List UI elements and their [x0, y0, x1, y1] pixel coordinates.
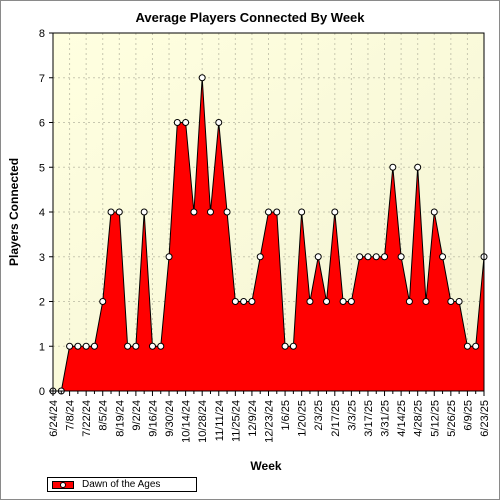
data-point [364, 253, 372, 261]
y-axis-ticks: 0 1 2 3 4 5 6 7 8 [39, 28, 53, 398]
data-point [439, 253, 447, 261]
y-tick-label: 0 [39, 386, 45, 398]
x-tick-label: 1/20/25 [297, 400, 309, 437]
data-point [157, 342, 165, 350]
data-point [356, 253, 364, 261]
data-point [463, 342, 471, 350]
y-tick-label: 5 [39, 162, 45, 174]
y-tick-label: 2 [39, 297, 45, 309]
x-tick-label: 9/2/24 [131, 400, 143, 431]
data-point [405, 298, 413, 305]
x-tick-label: 9/16/24 [147, 400, 159, 437]
data-point [265, 208, 272, 216]
x-tick-label: 6/9/25 [462, 400, 474, 431]
x-tick-label: 11/25/24 [230, 400, 242, 442]
data-point [381, 253, 389, 261]
x-tick-label: 8/5/24 [98, 400, 110, 431]
data-point [90, 342, 98, 350]
legend: Dawn of the Ages [47, 477, 197, 492]
x-tick-label: 6/23/25 [479, 400, 491, 437]
data-point [323, 298, 331, 305]
data-point [82, 342, 90, 350]
data-point [422, 298, 430, 305]
y-tick-label: 1 [39, 341, 45, 353]
data-point [190, 208, 198, 216]
data-point [182, 119, 190, 126]
data-point [248, 298, 256, 305]
data-point [447, 298, 455, 305]
data-point [430, 208, 438, 216]
data-point [281, 342, 289, 350]
data-point [231, 298, 239, 305]
data-point [397, 253, 405, 261]
x-tick-label: 7/22/24 [81, 400, 93, 437]
y-tick-label: 8 [39, 28, 45, 40]
y-tick-label: 3 [39, 252, 45, 264]
x-tick-label: 4/28/25 [413, 400, 425, 437]
legend-marker-icon [60, 482, 66, 488]
x-tick-label: 5/12/25 [429, 400, 441, 437]
data-point [339, 298, 347, 305]
data-point [223, 208, 231, 216]
data-point [148, 342, 156, 350]
legend-label: Dawn of the Ages [82, 479, 161, 490]
data-point [74, 342, 82, 350]
data-point [115, 208, 123, 216]
x-axis-ticks: 6/24/24 7/8/24 7/22/24 8/5/24 8/19/24 9/2/24 9… [48, 391, 491, 443]
data-point [273, 208, 281, 216]
data-point [66, 342, 74, 350]
x-tick-label: 12/23/24 [264, 400, 276, 443]
data-point [306, 298, 314, 305]
data-point [198, 74, 206, 82]
x-tick-label: 7/8/24 [65, 400, 77, 431]
data-point [256, 253, 264, 261]
data-point [472, 342, 480, 350]
data-point [124, 342, 132, 350]
data-point [389, 163, 397, 171]
data-point [107, 208, 115, 216]
x-tick-label: 2/17/25 [330, 400, 342, 437]
x-tick-label: 3/3/25 [346, 400, 358, 431]
data-point [455, 298, 463, 305]
x-tick-label: 10/14/24 [181, 400, 193, 443]
data-point [206, 208, 214, 216]
x-tick-label: 2/3/25 [313, 400, 325, 431]
data-point [165, 253, 173, 261]
x-axis-label: Week [250, 459, 281, 473]
data-point [173, 119, 181, 126]
data-point [314, 253, 322, 261]
y-tick-label: 6 [39, 118, 45, 130]
data-point [372, 253, 380, 261]
x-tick-label: 1/6/25 [280, 400, 292, 431]
data-point [347, 298, 355, 305]
data-point [132, 342, 140, 350]
data-point [240, 298, 248, 305]
x-tick-label: 5/26/25 [446, 400, 458, 437]
y-axis-label: Players Connected [7, 158, 21, 266]
x-tick-label: 9/30/24 [164, 400, 176, 437]
x-tick-label: 3/17/25 [363, 400, 375, 437]
data-point [99, 298, 107, 305]
x-tick-label: 6/24/24 [48, 400, 60, 437]
x-tick-label: 12/9/24 [247, 400, 259, 437]
data-point [215, 119, 223, 126]
data-point [331, 208, 339, 216]
x-tick-label: 11/11/24 [214, 400, 226, 441]
chart-title: Average Players Connected By Week [135, 10, 365, 25]
x-tick-label: 8/19/24 [114, 400, 126, 437]
x-tick-label: 3/31/25 [380, 400, 392, 437]
y-tick-label: 7 [39, 73, 45, 85]
data-point [414, 163, 422, 171]
data-point [298, 208, 306, 216]
data-point [140, 208, 148, 216]
y-tick-label: 4 [39, 207, 45, 219]
x-tick-label: 10/28/24 [197, 400, 209, 443]
data-point [289, 342, 297, 350]
x-tick-label: 4/14/25 [396, 400, 408, 437]
